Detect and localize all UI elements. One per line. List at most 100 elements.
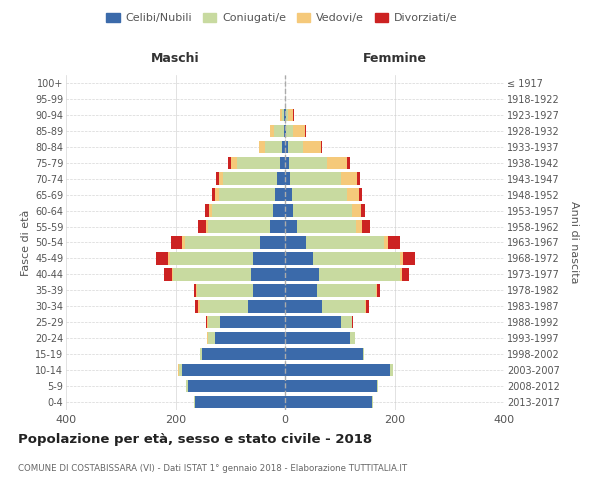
Bar <box>164 268 172 280</box>
Bar <box>285 300 322 312</box>
Bar <box>366 300 370 312</box>
Bar <box>282 140 285 153</box>
Bar <box>212 204 273 217</box>
Text: COMUNE DI COSTABISSARA (VI) - Dati ISTAT 1° gennaio 2018 - Elaborazione TUTTITAL: COMUNE DI COSTABISSARA (VI) - Dati ISTAT… <box>18 464 407 473</box>
Bar <box>182 236 185 248</box>
Bar <box>293 108 295 121</box>
Bar <box>173 268 251 280</box>
Bar <box>297 220 356 233</box>
Bar <box>356 220 362 233</box>
Bar <box>199 300 200 312</box>
Bar <box>320 140 322 153</box>
Bar <box>206 316 207 328</box>
Bar <box>170 252 253 264</box>
Bar <box>259 140 265 153</box>
Bar <box>197 284 253 296</box>
Bar <box>265 140 282 153</box>
Y-axis label: Anni di nascita: Anni di nascita <box>569 201 579 284</box>
Bar <box>157 252 169 264</box>
Bar <box>280 156 285 169</box>
Bar <box>194 396 285 408</box>
Bar <box>251 268 285 280</box>
Bar <box>286 124 293 137</box>
Bar <box>293 204 352 217</box>
Bar <box>319 268 400 280</box>
Bar <box>260 236 285 248</box>
Bar <box>216 172 219 185</box>
Bar <box>269 124 274 137</box>
Bar <box>237 156 280 169</box>
Bar <box>371 396 373 408</box>
Bar <box>282 108 284 121</box>
Bar <box>195 300 199 312</box>
Bar <box>207 332 208 344</box>
Bar <box>400 268 401 280</box>
Bar <box>280 108 282 121</box>
Bar <box>248 300 285 312</box>
Bar <box>313 252 400 264</box>
Bar <box>363 348 364 360</box>
Bar <box>285 348 363 360</box>
Bar <box>285 396 371 408</box>
Bar <box>347 156 350 169</box>
Bar <box>209 204 212 217</box>
Text: Femmine: Femmine <box>362 52 427 66</box>
Bar <box>388 236 400 248</box>
Bar <box>290 172 341 185</box>
Bar <box>179 364 182 376</box>
Y-axis label: Fasce di età: Fasce di età <box>20 210 31 276</box>
Bar <box>285 252 313 264</box>
Bar <box>376 284 377 296</box>
Bar <box>352 204 361 217</box>
Bar <box>208 316 220 328</box>
Bar <box>188 380 285 392</box>
Bar <box>288 108 293 121</box>
Bar <box>286 108 288 121</box>
Text: Maschi: Maschi <box>151 52 200 66</box>
Bar <box>306 236 383 248</box>
Bar <box>285 332 350 344</box>
Bar <box>215 332 285 344</box>
Bar <box>169 252 170 264</box>
Bar <box>347 188 359 201</box>
Bar <box>178 364 179 376</box>
Bar <box>202 348 285 360</box>
Bar <box>285 140 288 153</box>
Bar <box>288 140 303 153</box>
Bar <box>208 332 215 344</box>
Bar <box>377 380 378 392</box>
Bar <box>341 316 352 328</box>
Bar <box>186 380 188 392</box>
Bar <box>182 364 285 376</box>
Bar <box>390 364 394 376</box>
Bar <box>359 188 362 201</box>
Bar <box>212 188 215 201</box>
Bar <box>285 284 317 296</box>
Bar <box>350 332 355 344</box>
Bar <box>274 124 284 137</box>
Bar <box>285 364 390 376</box>
Bar <box>269 220 285 233</box>
Bar <box>285 268 319 280</box>
Bar <box>220 316 285 328</box>
Bar <box>285 236 306 248</box>
Bar <box>196 284 197 296</box>
Bar <box>194 284 196 296</box>
Bar <box>215 188 220 201</box>
Bar <box>303 140 320 153</box>
Bar <box>362 220 370 233</box>
Bar <box>232 156 237 169</box>
Bar <box>219 172 223 185</box>
Bar <box>292 188 347 201</box>
Bar <box>293 124 305 137</box>
Bar <box>205 204 209 217</box>
Bar <box>206 220 208 233</box>
Bar <box>223 172 277 185</box>
Bar <box>285 204 293 217</box>
Bar <box>185 236 260 248</box>
Bar <box>403 252 415 264</box>
Bar <box>289 156 326 169</box>
Bar <box>208 220 269 233</box>
Bar <box>357 172 360 185</box>
Bar <box>401 268 409 280</box>
